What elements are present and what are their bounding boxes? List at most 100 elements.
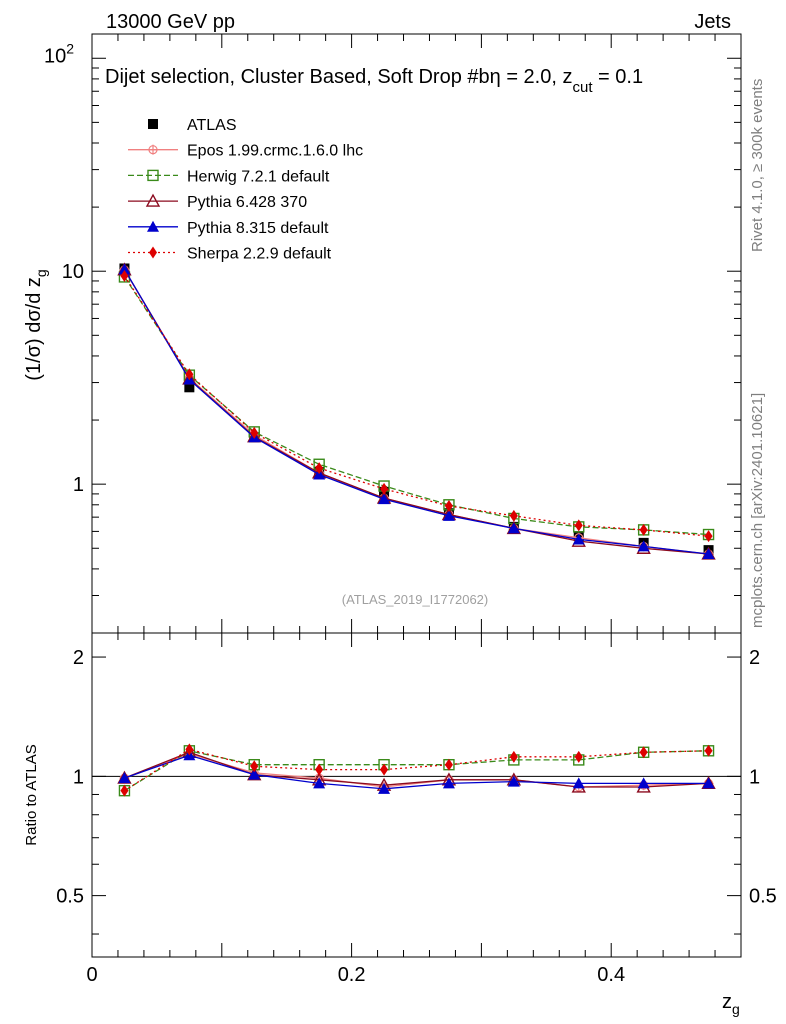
main-title-sub: cut (572, 79, 593, 96)
legend-label-1: Epos 1.99.crmc.1.6.0 lhc (187, 143, 363, 160)
main-point-5-9 (704, 530, 713, 543)
ratio-point-4-6 (509, 750, 518, 763)
main-point-4-5 (442, 509, 455, 521)
ratio-point-4-3 (315, 763, 324, 776)
main-ylabel: (1/σ) dσ/d zg (23, 269, 49, 380)
rivet-label: Rivet 4.1.0, ≥ 300k events (749, 79, 766, 252)
legend-label-3: Pythia 6.428 370 (187, 194, 307, 211)
ratio-point-4-5 (444, 758, 453, 771)
legend-label-4: Pythia 8.315 default (187, 220, 329, 237)
ratio-series-4 (120, 743, 713, 797)
main-point-0-1 (184, 382, 195, 393)
legend-entry-1: Epos 1.99.crmc.1.6.0 lhc (128, 143, 363, 160)
mcplots-label: mcplots.cern.ch [arXiv:2401.10621] (749, 393, 766, 628)
main-line-5 (123, 275, 709, 537)
ratio-point-4-2 (250, 760, 259, 773)
legend-marker-3 (145, 193, 161, 207)
ratio-frame (91, 632, 742, 958)
main-point-5-3 (315, 462, 324, 475)
main-title: Dijet selection, Cluster Based, Soft Dro… (105, 66, 643, 96)
main-point-5-0 (120, 269, 129, 282)
ratio-xlabel: zg (722, 991, 740, 1017)
main-point-4-9 (702, 547, 715, 559)
jets-label: Jets (694, 11, 731, 33)
ratio-line-2 (124, 751, 709, 788)
ratio-ytick-label-right: 0.5 (749, 886, 777, 908)
legend: ATLAS Epos 1.99.crmc.1.6.0 lhc Herwig 7.2.… (128, 117, 363, 263)
ratio-axes: 0.5 0.5 1 1 2 2 0 0.2 0.4 (56, 632, 777, 986)
ratio-line-3 (124, 754, 709, 790)
ratio-point-4-7 (574, 750, 583, 763)
main-point-4-6 (507, 522, 520, 534)
main-line-4 (123, 269, 709, 555)
main-point-5-4 (380, 482, 389, 495)
ratio-point-4-0 (120, 784, 129, 797)
legend-entry-4: Pythia 8.315 default (128, 220, 329, 237)
ratio-ytick-label: 1 (73, 766, 84, 788)
ratio-ytick-label: 0.5 (56, 886, 84, 908)
main-point-4-8 (637, 540, 650, 552)
ratio-point-3-8 (637, 777, 650, 789)
ratio-point-3-0 (118, 772, 131, 784)
ratio-xlabel-text: z (722, 991, 732, 1013)
legend-marker-1 (148, 144, 158, 155)
ratio-series-3 (118, 749, 715, 794)
main-point-4-4 (378, 493, 391, 505)
legend-marker-4 (147, 220, 159, 232)
ratio-series (117, 743, 716, 797)
main-point-4-7 (572, 533, 585, 545)
ratio-point-4-8 (639, 746, 648, 759)
main-ylabel-sub: g (33, 269, 49, 277)
main-title-part: Dijet selection, Cluster Based, Soft Dro… (105, 66, 490, 88)
legend-label-0: ATLAS (187, 117, 237, 134)
main-point-5-6 (509, 509, 518, 522)
ratio-panel: 0.5 0.5 1 1 2 2 0 0.2 0.4 Ratio to ATLAS zg (23, 632, 777, 1017)
main-line-2 (123, 276, 709, 536)
ratio-ytick-label-right: 1 (749, 766, 760, 788)
main-series (117, 262, 716, 560)
main-ytick-label: 1 (73, 474, 84, 496)
ratio-point-3-4 (378, 782, 391, 794)
legend-entry-2: Herwig 7.2.1 default (128, 168, 330, 185)
main-point-5-8 (639, 523, 648, 536)
main-point-5-2 (250, 426, 259, 439)
main-title-eta: η = 2.0, z (490, 66, 573, 88)
main-point-4-0 (118, 263, 131, 275)
beam-label: 13000 GeV pp (106, 11, 235, 33)
ratio-ylabel: Ratio to ATLAS (23, 744, 40, 845)
ratio-point-3-7 (572, 777, 585, 789)
ratio-point-3-9 (702, 777, 715, 789)
legend-marker-0 (148, 119, 158, 129)
legend-marker-5 (149, 246, 157, 259)
ratio-line-4 (124, 748, 709, 792)
main-point-5-5 (444, 499, 453, 512)
ratio-point-3-5 (442, 777, 455, 789)
ratio-point-4-1 (185, 743, 194, 756)
main-ytick-label-sup: 2 (66, 40, 74, 56)
ratio-xlabel-sub: g (732, 1001, 740, 1017)
legend-entry-5: Sherpa 2.2.9 default (128, 246, 332, 263)
main-series-5 (120, 269, 713, 543)
legend-marker-2 (147, 169, 159, 182)
ratio-point-4-9 (704, 744, 713, 757)
ratio-xtick-label: 0.4 (597, 964, 625, 986)
ratio-point-3-2 (248, 768, 261, 780)
main-point-5-7 (574, 519, 583, 532)
main-title-end: = 0.1 (593, 66, 644, 88)
legend-entry-0: ATLAS (148, 117, 237, 134)
ratio-ytick-label-right: 2 (749, 647, 760, 669)
ratio-xtick-label: 0 (86, 964, 97, 986)
legend-label-5: Sherpa 2.2.9 default (187, 246, 332, 263)
ratio-point-4-4 (380, 763, 389, 776)
legend-entry-3: Pythia 6.428 370 (128, 193, 307, 211)
ratio-ytick-label: 2 (73, 647, 84, 669)
main-ytick-label: 10 (62, 261, 84, 283)
ratio-point-3-6 (507, 775, 520, 787)
ratio-xtick-label: 0.2 (338, 964, 366, 986)
main-point-5-1 (185, 368, 194, 381)
analysis-id-label: (ATLAS_2019_I1772062) (342, 592, 488, 607)
ratio-point-3-3 (313, 777, 326, 789)
